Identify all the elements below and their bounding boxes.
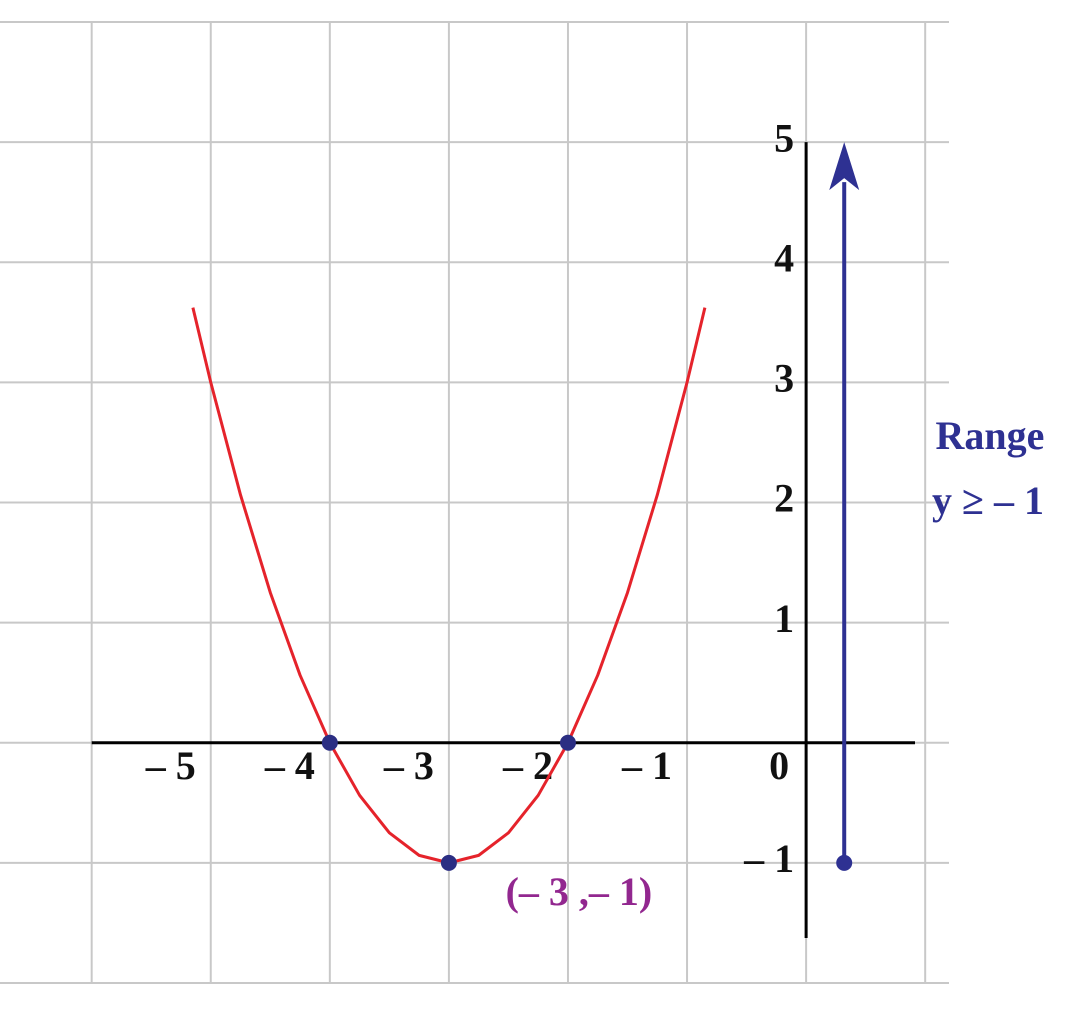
point	[440, 854, 457, 871]
range-start	[836, 854, 853, 871]
x-tick-label: – 3	[383, 743, 434, 788]
point	[321, 734, 338, 751]
range-title: Range	[936, 413, 1045, 458]
range-label: y ≥ – 1	[932, 478, 1044, 523]
y-tick-label: 4	[774, 235, 794, 280]
x-tick-label: – 5	[145, 743, 196, 788]
arrow-head	[829, 142, 860, 191]
y-tick-label: – 1	[743, 836, 794, 881]
x-tick-label: – 1	[621, 743, 672, 788]
x-tick-label: – 4	[264, 743, 315, 788]
y-tick-label: 1	[774, 596, 794, 641]
point-label: (– 3 ,– 1)	[506, 869, 653, 914]
y-tick-label: 5	[774, 115, 794, 160]
x-tick-label: – 2	[502, 743, 553, 788]
y-tick-label: 3	[774, 356, 794, 401]
point	[559, 734, 576, 751]
y-tick-label: 2	[774, 476, 794, 521]
x-tick-label: 0	[769, 743, 789, 788]
